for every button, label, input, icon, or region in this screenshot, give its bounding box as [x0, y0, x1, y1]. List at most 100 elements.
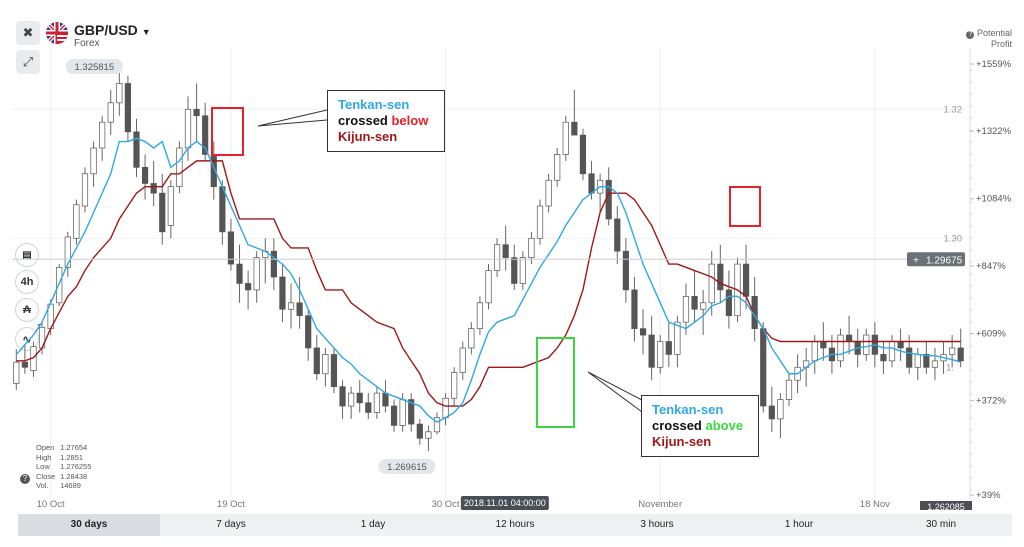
drawing-tool-button[interactable]: ₳ — [15, 298, 39, 322]
candle — [184, 108, 192, 149]
close-button[interactable]: ✖ — [16, 21, 40, 45]
high-value: 1.2851 — [60, 452, 84, 462]
cross-below-highlight — [211, 107, 244, 156]
candle — [648, 334, 655, 368]
timeframe-30-min[interactable]: 30 min — [925, 519, 956, 530]
timeframe-1-hour[interactable]: 1 hour — [784, 519, 814, 530]
candle — [107, 102, 114, 123]
candle — [81, 173, 89, 207]
candle — [511, 257, 518, 284]
close-label: Close — [36, 471, 56, 481]
kijun-sen-line — [16, 160, 961, 407]
close-value: 1.28438 — [60, 471, 88, 481]
candle — [888, 341, 896, 362]
chart-type-button[interactable]: ▤ — [15, 243, 39, 267]
instrument-subtitle: Forex — [74, 38, 100, 49]
candle — [236, 263, 243, 284]
profit-axis-label: +1559% — [976, 59, 1012, 70]
candle — [202, 115, 209, 155]
candle — [425, 431, 432, 439]
candle — [949, 347, 956, 355]
candle — [519, 257, 526, 284]
candle — [880, 354, 887, 362]
min-price-label-bg — [378, 459, 436, 474]
current-price-plus: + — [913, 255, 919, 266]
candle — [133, 131, 140, 168]
candle — [373, 392, 380, 413]
collapse-button[interactable]: ⤢ — [16, 50, 40, 74]
candle — [408, 399, 415, 425]
candle — [451, 372, 458, 399]
candle — [571, 121, 578, 136]
vol-label: Vol. — [36, 481, 49, 490]
candle — [760, 328, 767, 407]
candle — [493, 244, 501, 271]
candle — [305, 315, 312, 349]
candle — [227, 231, 235, 265]
candle — [219, 186, 226, 233]
timeframe-30-days[interactable]: 30 days — [18, 514, 160, 536]
candle — [700, 302, 707, 310]
candle — [502, 244, 509, 258]
indicators-button[interactable]: ∿ 1 — [15, 324, 41, 351]
cross-below-highlight-2 — [729, 186, 761, 227]
x-tick-label: November — [638, 499, 682, 510]
time-cursor-bg — [460, 496, 549, 510]
candle — [837, 334, 844, 362]
low-label: Low — [36, 462, 50, 471]
potential-profit-label: ? Potential Profit — [942, 28, 1012, 49]
candle — [785, 379, 793, 400]
candle — [562, 121, 569, 155]
candle — [528, 237, 535, 258]
profit-axis-label: +39% — [976, 490, 1001, 501]
candle — [176, 147, 183, 188]
x-tick-label: 30 Oct — [432, 499, 460, 510]
candle — [665, 341, 672, 355]
x-tick-label: 19 Oct — [217, 499, 245, 510]
caret-down-icon[interactable]: ▼ — [141, 27, 151, 37]
x-tick-label: 10 Oct — [37, 499, 65, 510]
annotation-below-line2a: crossed — [338, 113, 392, 128]
timeframe-12-hours[interactable]: 12 hours — [495, 519, 535, 530]
candle — [545, 179, 552, 207]
candle — [897, 341, 904, 349]
annotation-above-line1: Tenkan-sen — [652, 402, 724, 417]
candle — [313, 347, 320, 375]
timeframe-3-hours[interactable]: 3 hours — [640, 519, 674, 530]
help-icon[interactable]: ? — [966, 31, 975, 39]
profit-axis-label: +609% — [976, 328, 1006, 339]
price-chart[interactable]: +1.29675 1.32 1.30 1. +1559% +1322% +1084% +847… — [0, 0, 1024, 510]
candle — [339, 386, 346, 407]
annotation-above-line3: Kijun-sen — [652, 434, 712, 449]
help-icon[interactable]: ? — [20, 474, 30, 484]
candle — [382, 392, 389, 407]
collapse-arrows-icon: ⤢ — [22, 54, 34, 69]
candle — [141, 166, 149, 184]
candle — [99, 121, 106, 149]
candle — [159, 192, 166, 233]
low-value: 1.276255 — [60, 462, 92, 471]
candle — [725, 289, 732, 317]
candle — [13, 361, 20, 384]
annotation-below: Tenkan-sen crossed below Kijun-sen — [327, 90, 445, 152]
drawing-tool-icon: ₳ — [23, 304, 31, 316]
candle — [639, 328, 647, 336]
candle — [253, 257, 260, 291]
candle — [399, 399, 406, 426]
candle — [708, 263, 715, 304]
candle — [167, 186, 174, 226]
instrument-title[interactable]: GBP/USD ▼ — [74, 22, 151, 38]
interval-label: 4h — [20, 276, 34, 288]
candle — [579, 134, 587, 175]
candle — [811, 341, 818, 362]
timeframe-bar: 30 days 7 days 1 day 12 hours 3 hours 1 hour 3… — [18, 514, 1012, 536]
interval-button[interactable]: 4h — [15, 270, 39, 294]
timeframe-1-day[interactable]: 1 day — [360, 519, 386, 530]
candle — [820, 341, 827, 349]
candle — [622, 250, 629, 291]
open-label: Open — [36, 443, 55, 452]
price-axis-label-partial: 1. — [946, 362, 954, 373]
timeframe-7-days[interactable]: 7 days — [216, 519, 246, 530]
candle — [150, 183, 157, 194]
candle — [588, 173, 595, 194]
